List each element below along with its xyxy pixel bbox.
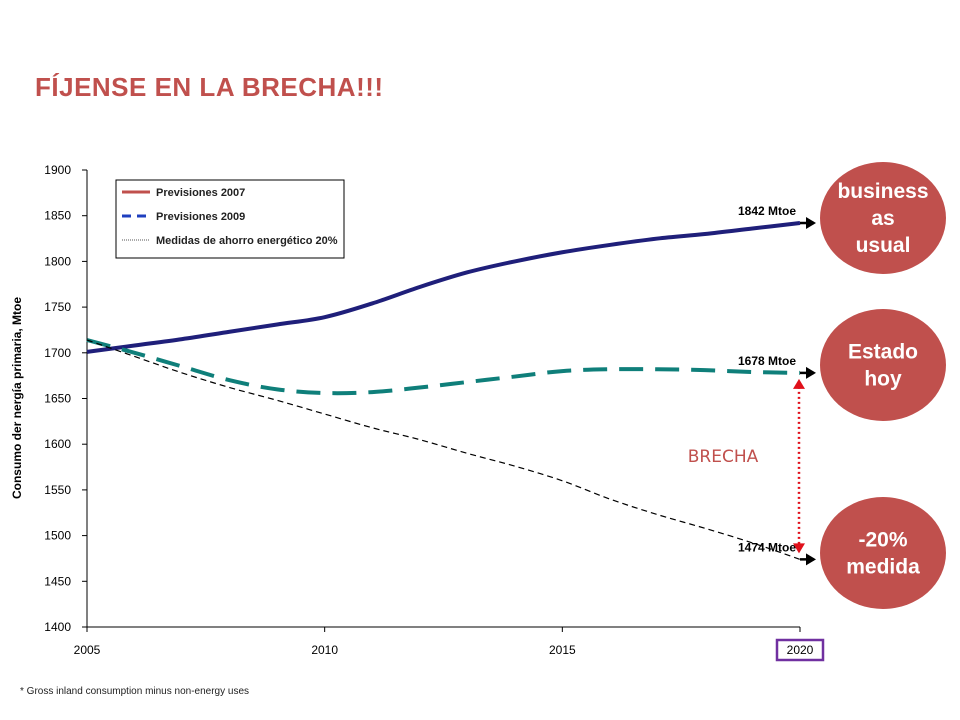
- gap-arrow-head-top: [793, 378, 805, 389]
- gap-arrow-head-bottom: [793, 543, 805, 554]
- y-tick-label: 1500: [44, 529, 71, 543]
- series-previsiones-2007: [86, 221, 801, 354]
- y-tick-label: 1750: [44, 300, 71, 314]
- pointer-arrow-head: [806, 553, 816, 566]
- pointer-arrow-head: [806, 366, 816, 379]
- series-medidas-ahorro: [86, 339, 801, 560]
- end-label: 1474 Mtoe: [738, 540, 796, 554]
- circle-label-line: medida: [846, 556, 920, 579]
- footnote: * Gross inland consumption minus non-ene…: [20, 686, 250, 697]
- y-tick-label: 1700: [44, 346, 71, 360]
- circle-label-line: as: [871, 207, 894, 230]
- y-tick-label: 1600: [44, 437, 71, 451]
- y-tick-label: 1400: [44, 620, 71, 634]
- circle-label-line: hoy: [864, 368, 902, 391]
- legend-label-2007: Previsiones 2007: [156, 187, 245, 199]
- legend-label-measures: Medidas de ahorro energético 20%: [156, 235, 338, 247]
- y-axis-label: Consumo der nergía primaria, Mtoe: [10, 297, 24, 499]
- end-label: 1678 Mtoe: [738, 354, 796, 368]
- end-label: 1842 Mtoe: [738, 204, 796, 218]
- gap-label: BRECHA: [688, 447, 759, 467]
- y-axis: 1400 1450 1500 1550 1600 1650 1700 1750 1800 1850…: [44, 163, 88, 634]
- series-layer: [86, 221, 801, 560]
- circle-label-line: business: [837, 180, 928, 203]
- y-tick-label: 1450: [44, 574, 71, 588]
- legend-label-2009: Previsiones 2009: [156, 211, 245, 223]
- y-tick-label: 1800: [44, 254, 71, 268]
- circle-label-line: -20%: [858, 529, 907, 552]
- y-tick-label: 1550: [44, 483, 71, 497]
- series-previsiones-2009: [86, 338, 801, 396]
- y-tick-label: 1650: [44, 392, 71, 406]
- y-tick-label: 1900: [44, 163, 71, 177]
- x-tick-label: 2005: [74, 643, 101, 657]
- highlight-2020-box: [775, 638, 825, 662]
- y-tick-label: 1850: [44, 209, 71, 223]
- circle-label-line: Estado: [848, 341, 918, 364]
- annotations: 1842 Mtoe business as usual 1678 Mtoe Estado h…: [688, 162, 946, 609]
- circle-estado-hoy: [820, 309, 946, 421]
- page-title: FÍJENSE EN LA BRECHA!!!: [35, 72, 384, 102]
- x-tick-label: 2020: [787, 643, 814, 657]
- pointer-arrow-head: [806, 217, 816, 230]
- x-axis: 2005 2010 2015 2020: [74, 626, 825, 662]
- circle-business-as-usual: [820, 162, 946, 274]
- legend: Previsiones 2007 Previsiones 2009 Medida…: [115, 179, 345, 259]
- x-tick-label: 2010: [311, 643, 338, 657]
- legend-box: [115, 179, 345, 259]
- circle-20-medida: [820, 497, 946, 609]
- x-tick-label: 2015: [549, 643, 576, 657]
- circle-label-line: usual: [856, 234, 911, 257]
